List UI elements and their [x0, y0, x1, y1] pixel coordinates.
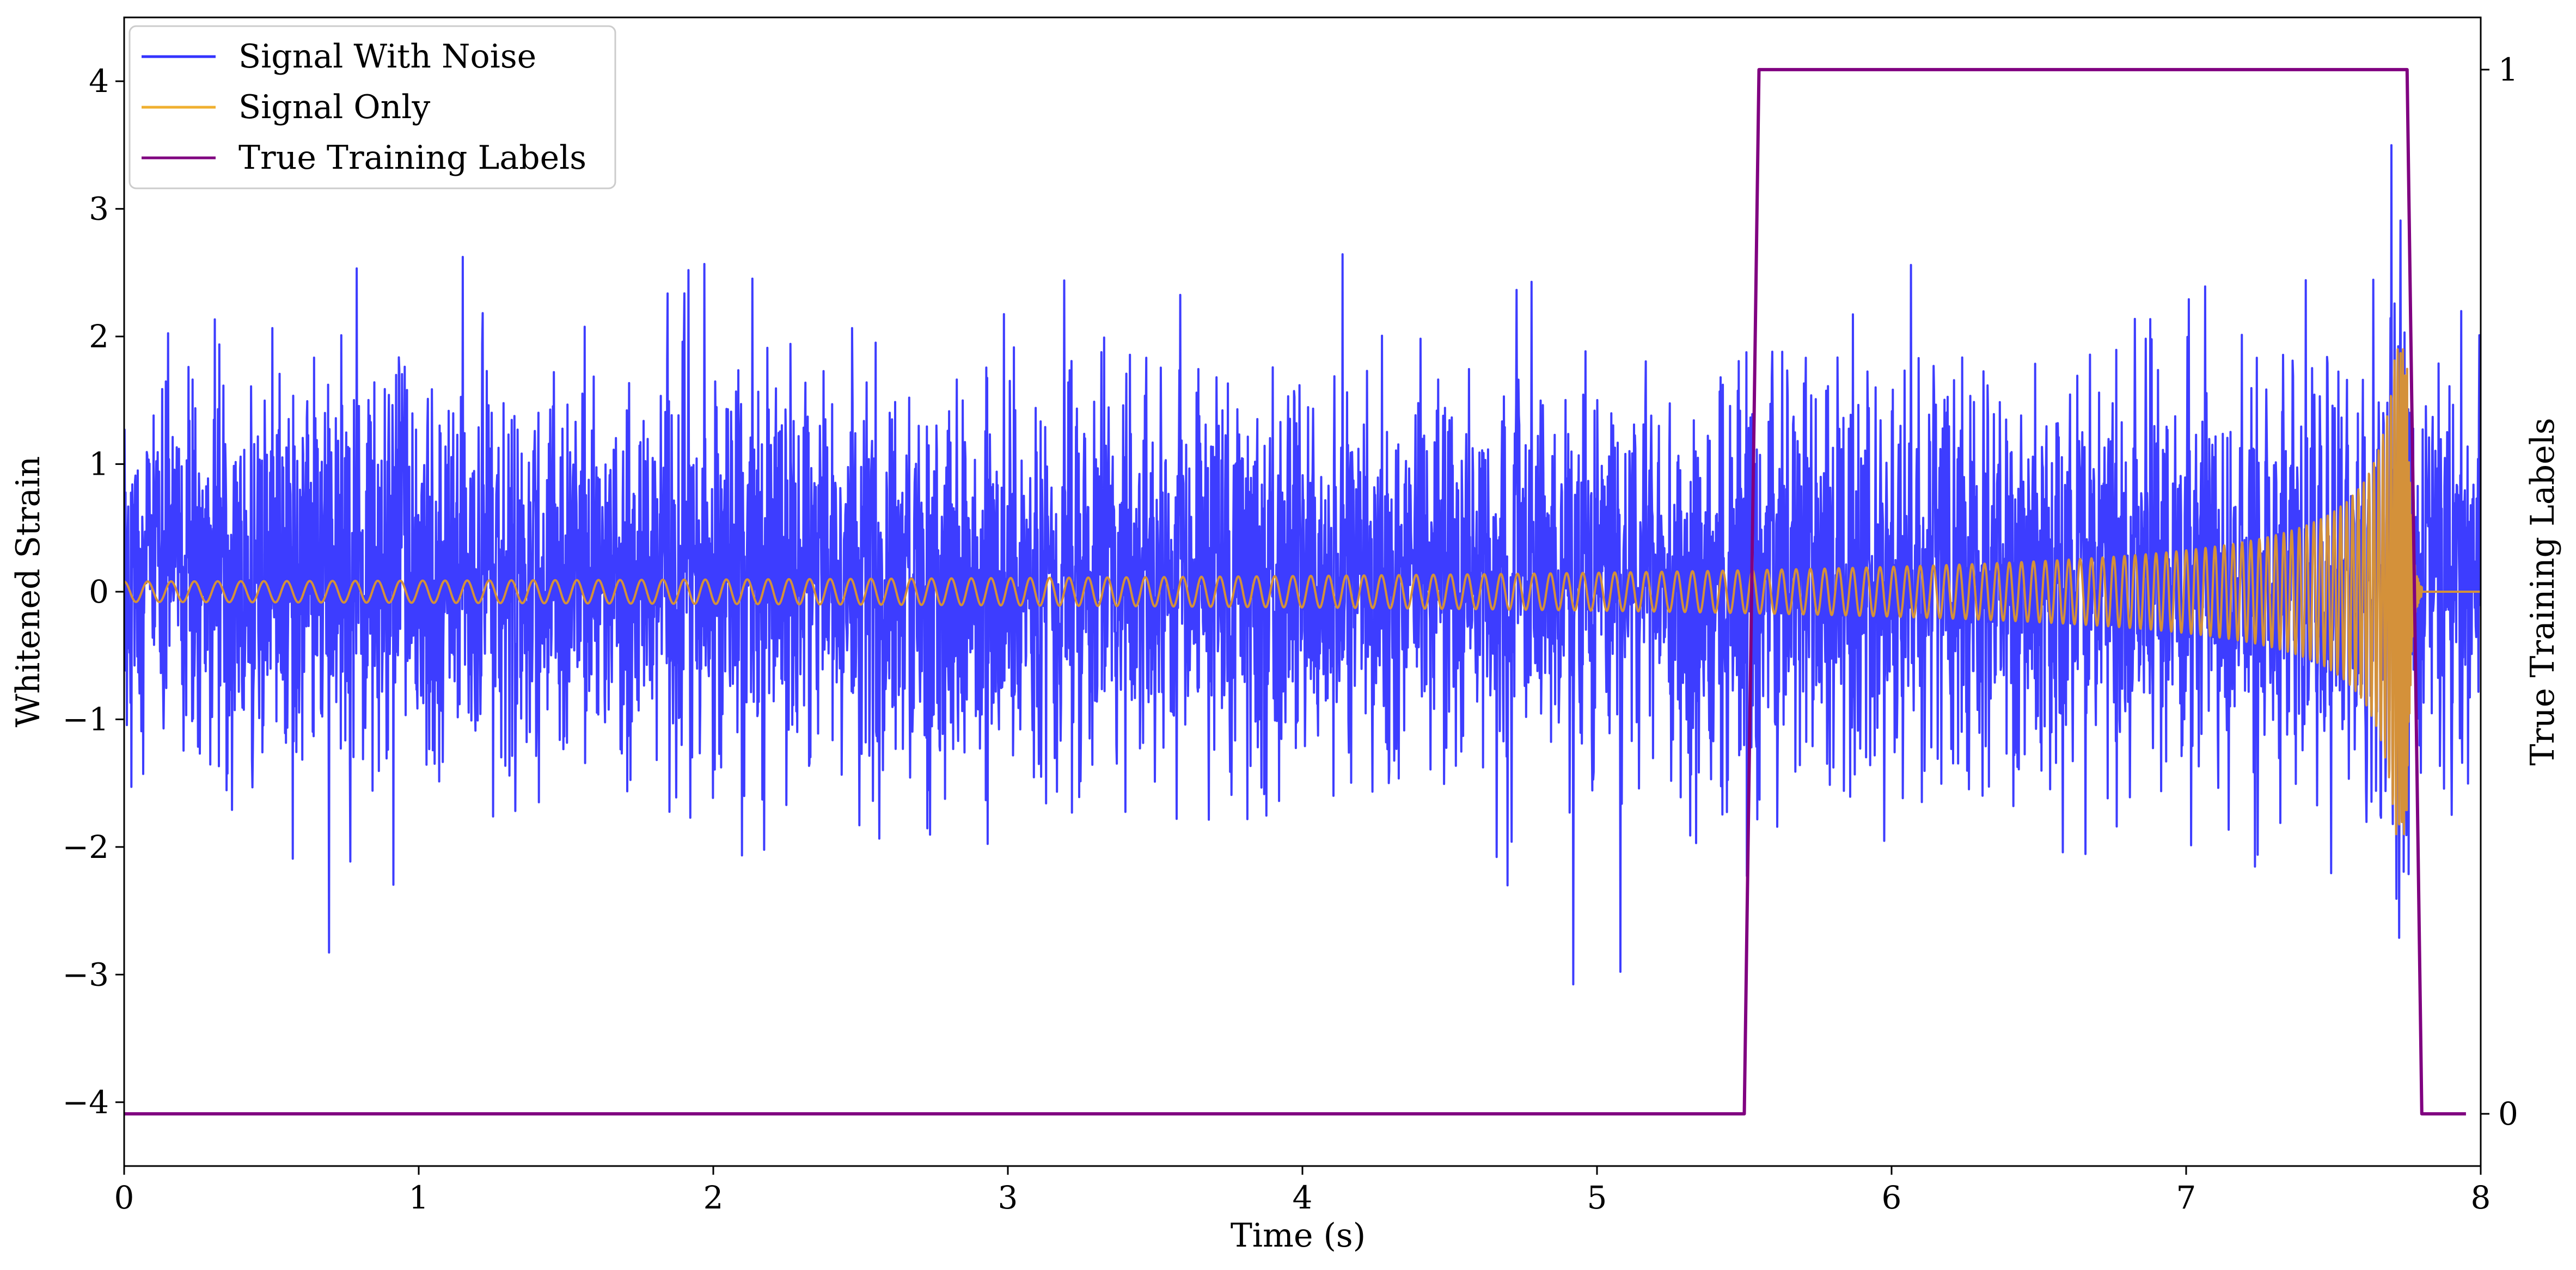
y2-axis-title: True Training Labels	[2524, 418, 2562, 765]
noise-line	[124, 144, 2481, 986]
x-axis-title: Time (s)	[1231, 1217, 1366, 1255]
y-tick-label: 3	[89, 191, 109, 228]
y-tick-label: −2	[63, 829, 109, 866]
y-axis-title: Whitened Strain	[9, 456, 47, 727]
x-tick-label: 6	[1882, 1179, 1902, 1216]
legend-label: True Training Labels	[238, 139, 586, 177]
x-tick-label: 4	[1293, 1179, 1313, 1216]
labels-line	[124, 68, 2466, 1116]
x-tick-label: 5	[1587, 1179, 1607, 1216]
y-axis-right: 01	[2481, 51, 2518, 1132]
x-tick-label: 7	[2176, 1179, 2196, 1216]
series-signal-only	[124, 348, 2481, 836]
y-tick-label: 2	[89, 318, 109, 355]
y-tick-label: 4	[89, 63, 109, 100]
series-true-training-labels	[124, 68, 2466, 1116]
y-tick-label: −1	[63, 701, 109, 738]
legend-label: Signal With Noise	[238, 38, 536, 76]
x-axis: 0 1 2 3 4 5 6 7 8	[114, 1166, 2491, 1216]
y2-tick-label: 0	[2498, 1095, 2518, 1132]
legend-box	[129, 25, 616, 189]
x-tick-label: 2	[703, 1179, 724, 1216]
y-tick-label: 1	[89, 446, 109, 483]
y-axis-left: −4 −3 −2 −1 0 1 2 3 4	[63, 63, 124, 1121]
series-signal-with-noise	[124, 144, 2481, 986]
signal-line	[124, 348, 2481, 836]
plot-area	[124, 68, 2481, 1116]
x-tick-label: 3	[998, 1179, 1018, 1216]
legend-label: Signal Only	[238, 88, 430, 126]
y-tick-label: −3	[63, 956, 109, 993]
y2-tick-label: 1	[2498, 51, 2518, 88]
legend: Signal With Noise Signal Only True Trainin…	[129, 25, 616, 189]
y-tick-label: 0	[89, 573, 109, 610]
y-tick-label: −4	[63, 1084, 109, 1121]
x-tick-label: 8	[2471, 1179, 2491, 1216]
x-tick-label: 0	[114, 1179, 134, 1216]
x-tick-label: 1	[409, 1179, 429, 1216]
